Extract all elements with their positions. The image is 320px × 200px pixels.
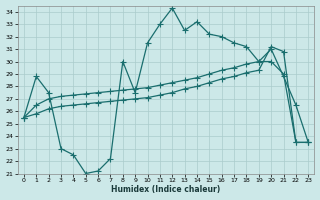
X-axis label: Humidex (Indice chaleur): Humidex (Indice chaleur) [111,185,221,194]
